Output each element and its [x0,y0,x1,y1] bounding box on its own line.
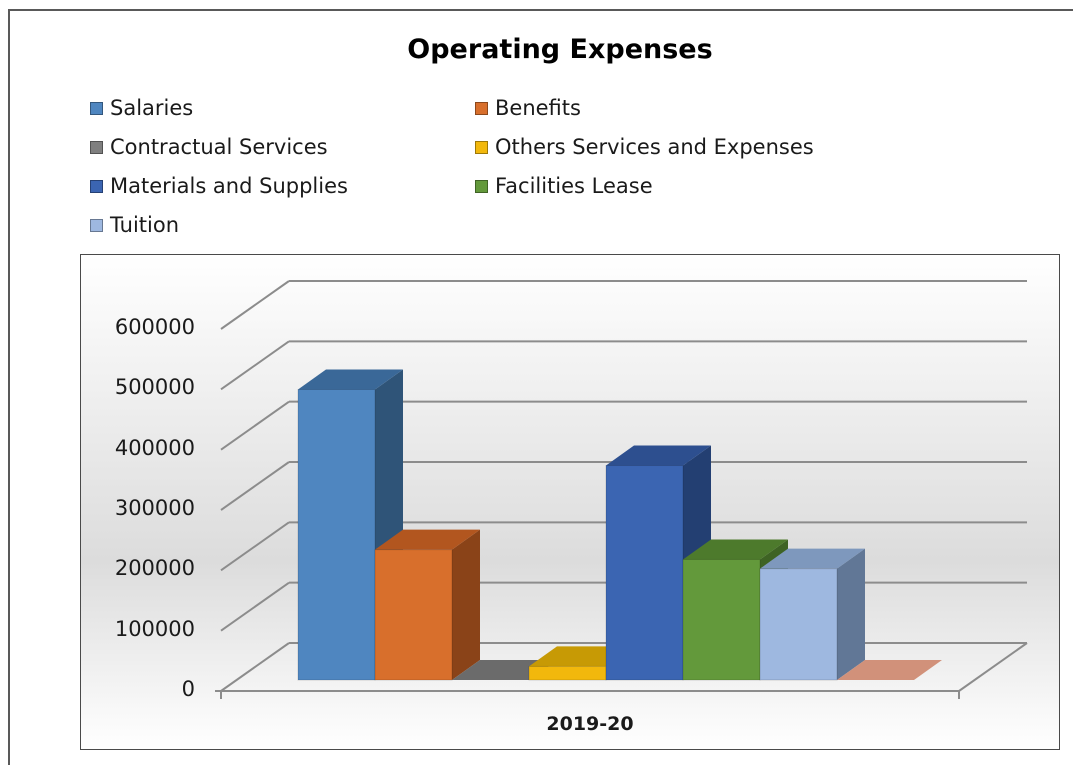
legend-item: Others Services and Expenses [475,135,814,159]
y-tick-label: 500000 [114,375,195,400]
legend-swatch [90,140,103,154]
legend-item: Benefits [475,96,581,120]
bar-front [374,549,453,681]
legend-label: Facilities Lease [495,174,653,198]
legend-label: Materials and Supplies [110,174,348,198]
bar-front [682,558,761,681]
y-tick-label: 300000 [114,496,195,520]
legend-swatch [475,101,488,115]
bar-front [528,665,607,681]
legend-label: Benefits [495,96,581,120]
legend-swatch [90,101,103,115]
side-gridline [220,280,290,330]
legend-swatch [475,140,488,154]
side-gridline [220,340,290,391]
side-gridline [220,400,290,451]
y-tick-label: 400000 [114,435,195,460]
legend-item: Contractual Services [90,135,328,159]
bar-front [759,568,838,681]
bar-tuition [759,548,865,681]
bar-side [837,548,865,680]
bar-front [605,465,684,681]
legend-item: Facilities Lease [475,174,653,198]
side-gridline [220,581,290,632]
side-gridline [220,461,290,511]
plot-area [80,254,1060,750]
x-category-label: 2019-20 [546,713,634,735]
plot-svg [215,280,1028,699]
y-tick-label: 600000 [114,315,195,339]
legend-label: Tuition [110,213,180,237]
side-gridline [220,521,290,572]
floor-right-edge [958,642,1028,692]
legend-label: Contractual Services [110,135,328,159]
legend-swatch [475,179,488,193]
y-tick-label: 0 [181,677,195,701]
legend-item: Tuition [90,213,179,237]
bar-top [760,548,865,569]
legend-item: Materials and Supplies [90,174,348,198]
bar-top [606,445,711,466]
legend-item: Salaries [90,96,193,120]
bar-front [297,388,376,681]
side-gridline [220,642,290,692]
legend-swatch [90,218,103,232]
chart-title: Operating Expenses [407,34,713,65]
y-tick-label: 200000 [114,556,195,581]
y-tick-label: 100000 [114,616,195,641]
bar-side [452,529,480,680]
floor-marker [837,660,942,680]
legend-swatch [90,179,103,193]
bar-top [683,539,788,560]
bar-top [375,529,480,550]
legend-label: Others Services and Expenses [495,135,814,159]
legend-label: Salaries [110,96,194,120]
bar-top [298,369,403,390]
bar-benefits [374,529,480,681]
